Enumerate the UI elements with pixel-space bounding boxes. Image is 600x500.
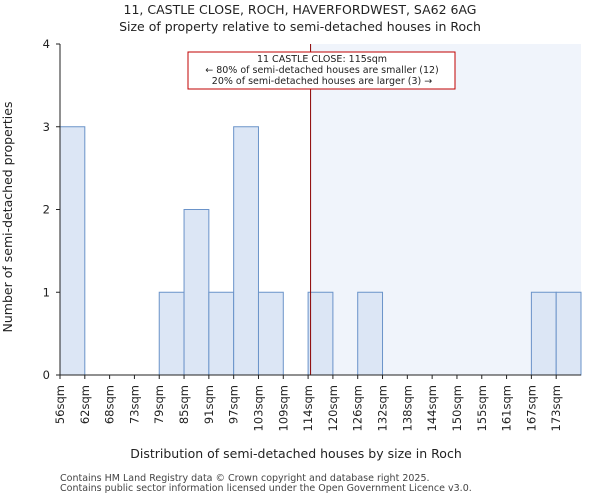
chart-subtitle: Size of property relative to semi-detach… xyxy=(119,19,481,34)
y-tick-label: 4 xyxy=(43,37,50,51)
x-tick-label: 103sqm xyxy=(251,385,265,431)
x-tick-label: 126sqm xyxy=(351,385,365,431)
annotation-line-3: 20% of semi-detached houses are larger (… xyxy=(212,76,432,87)
y-axis-label: Number of semi-detached properties xyxy=(0,102,15,333)
x-tick-label: 144sqm xyxy=(425,385,439,431)
bar-114sqm xyxy=(307,291,334,376)
annotation-line-2: ← 80% of semi-detached houses are smalle… xyxy=(205,65,439,76)
annotation-frame xyxy=(187,51,456,90)
x-tick-label: 91sqm xyxy=(202,385,216,424)
bar-167sqm xyxy=(530,291,557,376)
footer-line-1: Contains HM Land Registry data © Crown c… xyxy=(60,473,430,484)
x-tick-label: 138sqm xyxy=(400,385,414,431)
footer-line-2: Contains public sector information licen… xyxy=(60,483,472,494)
x-tick-label: 109sqm xyxy=(276,385,290,431)
bar-91sqm xyxy=(208,291,235,376)
bar-126sqm xyxy=(357,291,384,376)
x-ticks-group: 56sqm 62sqm 68sqm 73sqm 79sqm 85sqm 91sqm 97sqm… xyxy=(53,375,563,431)
annotation-box: 11 CASTLE CLOSE: 115sqm ← 80% of semi-de… xyxy=(187,51,456,90)
bar-85sqm xyxy=(183,209,210,376)
y-tick-label: 1 xyxy=(43,285,50,299)
x-tick-label: 167sqm xyxy=(524,385,538,431)
bars-group xyxy=(59,126,582,376)
x-tick-label: 173sqm xyxy=(549,385,563,431)
annotation-line-1: 11 CASTLE CLOSE: 115sqm xyxy=(257,54,387,65)
x-tick-label: 68sqm xyxy=(103,385,117,424)
bar-56sqm xyxy=(59,126,86,376)
x-tick-label: 155sqm xyxy=(475,385,489,431)
y-tick-label: 0 xyxy=(43,368,50,382)
x-tick-label: 132sqm xyxy=(376,385,390,431)
x-tick-label: 62sqm xyxy=(78,385,92,424)
x-tick-label: 85sqm xyxy=(177,385,191,424)
x-tick-label: 56sqm xyxy=(53,385,67,424)
x-tick-label: 150sqm xyxy=(450,385,464,431)
chart-title: 11, CASTLE CLOSE, ROCH, HAVERFORDWEST, S… xyxy=(124,2,477,17)
x-tick-label: 120sqm xyxy=(326,385,340,431)
y-ticks-group: 0 1 2 3 4 xyxy=(43,37,60,382)
bar-103sqm xyxy=(257,291,284,376)
x-tick-label: 97sqm xyxy=(227,385,241,424)
y-tick-label: 3 xyxy=(43,120,50,134)
x-tick-label: 114sqm xyxy=(301,385,315,431)
bar-79sqm xyxy=(158,291,185,376)
x-tick-label: 79sqm xyxy=(152,385,166,424)
x-axis-label: Distribution of semi-detached houses by … xyxy=(130,446,462,461)
bar-97sqm xyxy=(233,126,259,376)
x-tick-label: 73sqm xyxy=(127,385,141,424)
y-tick-label: 2 xyxy=(43,203,50,217)
x-tick-label: 161sqm xyxy=(500,385,514,431)
bar-173sqm xyxy=(555,291,582,376)
